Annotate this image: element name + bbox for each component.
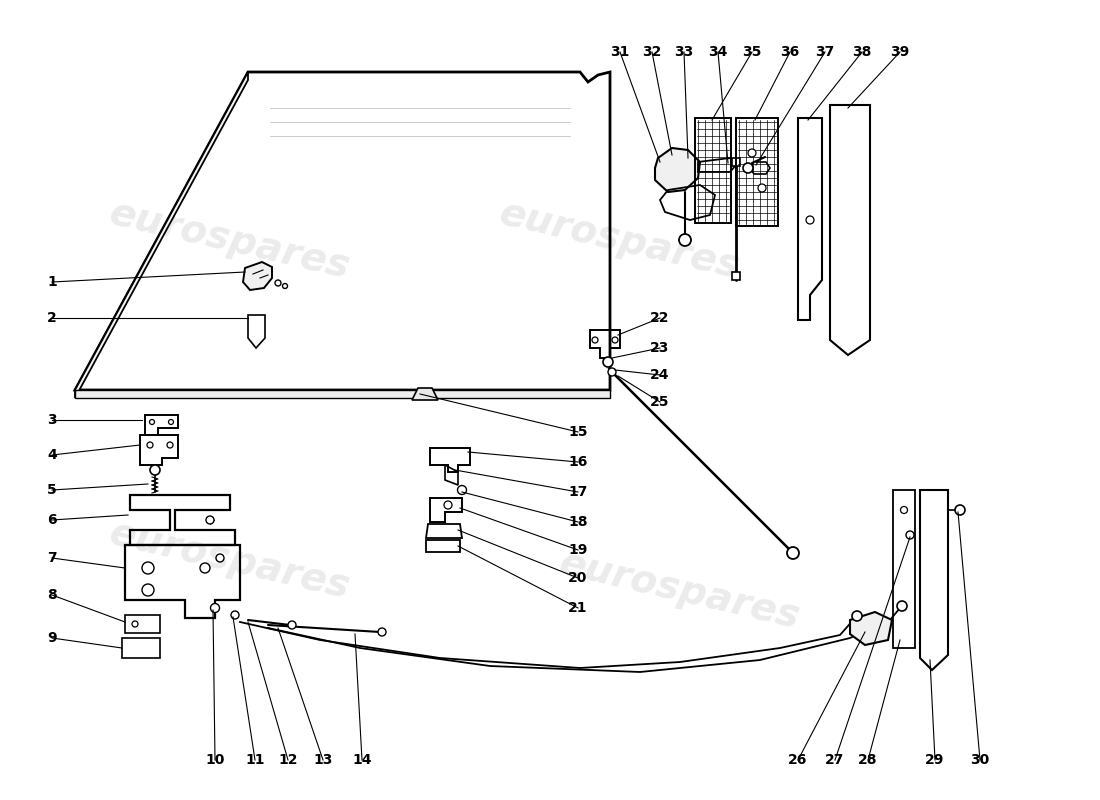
Text: 25: 25 [650, 395, 670, 409]
Bar [122, 638, 160, 658]
Text: eurospares: eurospares [556, 544, 804, 636]
Text: 12: 12 [278, 753, 298, 767]
Text: 20: 20 [569, 571, 587, 585]
Polygon shape [750, 162, 770, 174]
Circle shape [142, 562, 154, 574]
Circle shape [906, 531, 914, 539]
Circle shape [786, 547, 799, 559]
Text: eurospares: eurospares [106, 514, 354, 606]
Circle shape [592, 337, 598, 343]
Text: 15: 15 [569, 425, 587, 439]
Bar [736, 118, 778, 226]
Text: 9: 9 [47, 631, 57, 645]
Circle shape [748, 149, 756, 157]
Text: 39: 39 [890, 45, 910, 59]
Text: 10: 10 [206, 753, 224, 767]
Circle shape [955, 505, 965, 515]
Circle shape [147, 442, 153, 448]
Text: 33: 33 [674, 45, 694, 59]
Text: 18: 18 [569, 515, 587, 529]
Text: 3: 3 [47, 413, 57, 427]
Bar [732, 272, 740, 280]
Text: 27: 27 [825, 753, 845, 767]
Circle shape [210, 603, 220, 613]
Circle shape [901, 506, 908, 514]
Text: 11: 11 [245, 753, 265, 767]
Text: 26: 26 [789, 753, 807, 767]
Circle shape [231, 611, 239, 619]
Bar [893, 490, 915, 648]
Circle shape [283, 283, 287, 289]
Text: 30: 30 [970, 753, 990, 767]
Text: eurospares: eurospares [106, 194, 354, 286]
Polygon shape [75, 72, 248, 398]
Bar [732, 158, 740, 166]
Circle shape [603, 357, 613, 367]
Circle shape [806, 216, 814, 224]
Circle shape [200, 563, 210, 573]
Text: 21: 21 [569, 601, 587, 615]
Polygon shape [850, 612, 892, 645]
Circle shape [132, 621, 138, 627]
Circle shape [168, 419, 174, 425]
Polygon shape [654, 148, 700, 192]
Text: 24: 24 [650, 368, 670, 382]
Circle shape [150, 419, 154, 425]
Text: 8: 8 [47, 588, 57, 602]
Text: 22: 22 [650, 311, 670, 325]
Text: 4: 4 [47, 448, 57, 462]
Text: 19: 19 [569, 543, 587, 557]
Circle shape [167, 442, 173, 448]
Text: 29: 29 [925, 753, 945, 767]
Text: eurospares: eurospares [496, 194, 744, 286]
Circle shape [852, 611, 862, 621]
Polygon shape [412, 388, 438, 400]
Text: 1: 1 [47, 275, 57, 289]
Circle shape [288, 621, 296, 629]
Bar [695, 118, 732, 223]
Circle shape [378, 628, 386, 636]
Text: 31: 31 [610, 45, 629, 59]
Text: 2: 2 [47, 311, 57, 325]
Circle shape [608, 368, 616, 376]
Circle shape [275, 280, 280, 286]
Bar [125, 615, 160, 633]
Circle shape [150, 465, 160, 475]
Circle shape [758, 184, 766, 192]
Circle shape [206, 516, 214, 524]
Text: 37: 37 [815, 45, 835, 59]
Text: 34: 34 [708, 45, 728, 59]
Circle shape [742, 163, 754, 173]
Text: 14: 14 [352, 753, 372, 767]
Text: 35: 35 [742, 45, 761, 59]
Circle shape [612, 337, 618, 343]
Circle shape [444, 501, 452, 509]
Text: 13: 13 [314, 753, 332, 767]
Polygon shape [75, 390, 610, 398]
Text: 38: 38 [852, 45, 871, 59]
Text: 7: 7 [47, 551, 57, 565]
Text: 36: 36 [780, 45, 800, 59]
Text: 17: 17 [569, 485, 587, 499]
Circle shape [142, 584, 154, 596]
Circle shape [216, 554, 224, 562]
Text: 6: 6 [47, 513, 57, 527]
Circle shape [896, 601, 907, 611]
Text: 5: 5 [47, 483, 57, 497]
Text: 28: 28 [858, 753, 878, 767]
Circle shape [458, 486, 466, 494]
Text: 16: 16 [569, 455, 587, 469]
Text: 32: 32 [642, 45, 662, 59]
Circle shape [679, 234, 691, 246]
Polygon shape [243, 262, 272, 290]
Text: 23: 23 [650, 341, 670, 355]
